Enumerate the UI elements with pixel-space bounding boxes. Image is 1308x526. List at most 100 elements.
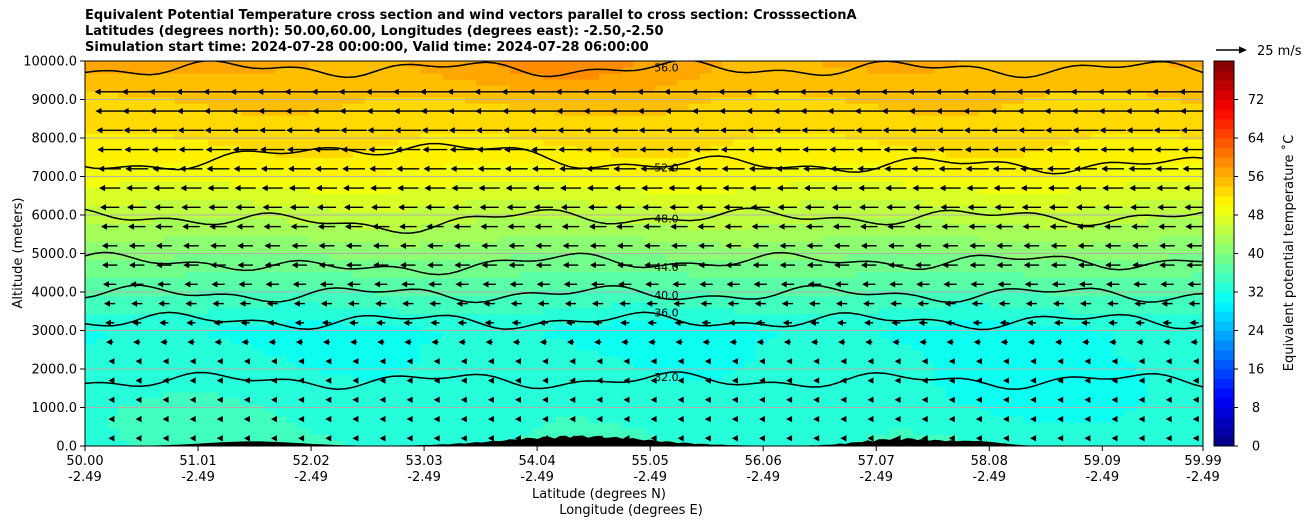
field-cell: [263, 271, 276, 279]
field-cell: [398, 421, 410, 429]
field-cell: [375, 277, 388, 285]
field-cell: [219, 289, 231, 297]
field-cell: [241, 307, 254, 315]
field-cell: [85, 427, 97, 435]
field-cell: [509, 181, 522, 188]
field-cell: [666, 379, 679, 387]
field-cell: [498, 277, 511, 285]
field-cell: [644, 193, 656, 200]
field-cell: [755, 109, 768, 116]
field-cell: [711, 295, 723, 303]
field-cell: [442, 331, 455, 339]
field-cell: [196, 313, 209, 321]
field-cell: [901, 259, 913, 267]
field-cell: [912, 247, 925, 255]
field-cell: [934, 103, 947, 110]
field-cell: [912, 193, 925, 200]
field-cell: [856, 391, 869, 399]
field-cell: [409, 79, 421, 86]
field-cell: [140, 91, 153, 98]
field-cell: [330, 115, 343, 122]
field-cell: [286, 265, 299, 273]
field-cell: [252, 325, 265, 333]
field-cell: [565, 295, 578, 303]
field-cell: [666, 175, 679, 182]
field-cell: [431, 91, 444, 98]
field-cell: [420, 205, 433, 212]
field-cell: [152, 181, 164, 188]
field-cell: [811, 229, 824, 237]
field-cell: [733, 133, 746, 140]
field-cell: [152, 151, 164, 158]
field-cell: [386, 331, 399, 339]
field-cell: [107, 163, 120, 170]
field-cell: [118, 67, 131, 74]
field-cell: [588, 397, 600, 405]
field-cell: [845, 367, 858, 375]
field-cell: [688, 277, 701, 285]
field-cell: [487, 115, 500, 122]
field-cell: [453, 427, 466, 435]
field-cell: [766, 379, 779, 387]
field-cell: [286, 433, 299, 441]
field-cell: [834, 277, 846, 285]
field-cell: [912, 73, 925, 80]
field-cell: [252, 349, 265, 357]
field-cell: [152, 295, 164, 303]
field-cell: [834, 103, 846, 110]
field-cell: [107, 199, 120, 206]
field-cell: [375, 67, 388, 74]
field-cell: [308, 355, 321, 363]
field-cell: [722, 115, 735, 122]
field-cell: [945, 253, 958, 261]
field-cell: [722, 217, 735, 225]
field-cell: [342, 151, 354, 158]
field-cell: [632, 259, 645, 267]
field-cell: [353, 163, 366, 170]
field-cell: [442, 421, 455, 429]
field-cell: [465, 181, 477, 188]
field-cell: [822, 253, 835, 261]
field-cell: [409, 103, 421, 110]
field-cell: [934, 97, 947, 104]
field-cell: [375, 121, 388, 128]
field-cell: [733, 253, 746, 261]
field-cell: [219, 295, 231, 303]
field-cell: [923, 229, 936, 237]
field-cell: [576, 115, 589, 122]
field-cell: [297, 253, 310, 261]
field-cell: [889, 175, 902, 182]
field-cell: [677, 157, 690, 164]
field-cell: [230, 349, 243, 357]
field-cell: [599, 361, 612, 369]
field-cell: [487, 409, 500, 417]
field-cell: [375, 271, 388, 279]
field-cell: [185, 355, 198, 363]
field-cell: [621, 307, 634, 315]
field-cell: [252, 193, 265, 200]
field-cell: [364, 397, 377, 405]
field-cell: [588, 157, 600, 164]
field-cell: [789, 187, 802, 194]
field-cell: [308, 283, 321, 291]
field-cell: [107, 133, 120, 140]
field-cell: [778, 175, 790, 182]
field-cell: [822, 103, 835, 110]
field-cell: [543, 253, 556, 261]
field-cell: [330, 253, 343, 261]
field-cell: [632, 253, 645, 261]
field-cell: [174, 325, 187, 333]
field-cell: [129, 193, 142, 200]
field-cell: [442, 175, 455, 182]
field-cell: [588, 409, 600, 417]
field-cell: [521, 343, 533, 351]
field-cell: [856, 181, 869, 188]
field-cell: [543, 247, 556, 255]
field-cell: [152, 193, 164, 200]
field-cell: [845, 391, 858, 399]
field-cell: [778, 169, 790, 176]
field-cell: [330, 271, 343, 279]
field-cell: [688, 67, 701, 74]
field-cell: [901, 199, 913, 206]
field-cell: [185, 73, 198, 80]
